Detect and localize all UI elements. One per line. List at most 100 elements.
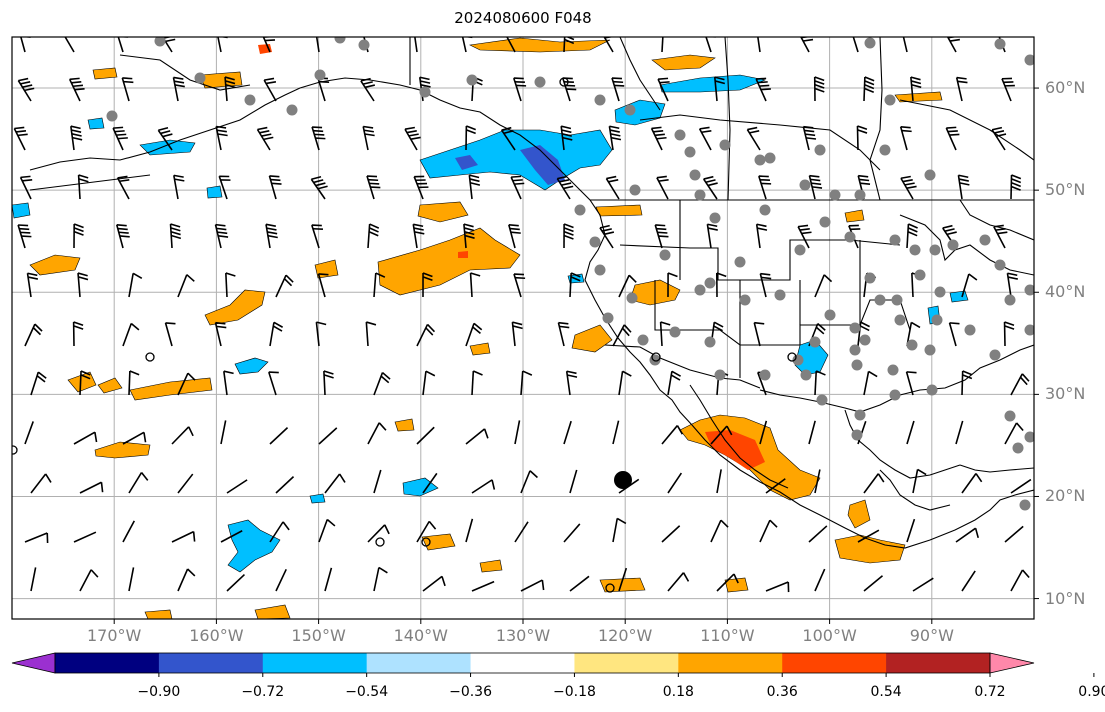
wind-barb — [710, 425, 733, 445]
wind-barb — [961, 570, 976, 592]
wind-barb — [797, 224, 812, 249]
wind-barb — [220, 530, 243, 543]
lat-label: 50°N — [1045, 180, 1086, 200]
wind-barb — [902, 37, 908, 53]
station-dot — [819, 216, 831, 228]
wind-barb — [563, 37, 575, 53]
wind-barb — [26, 272, 39, 298]
wind-barb — [30, 473, 52, 494]
wind-barb — [716, 469, 722, 494]
wind-barb — [72, 321, 84, 347]
wind-barb — [565, 370, 578, 396]
station-markers — [106, 37, 1034, 511]
wind-barb — [961, 370, 973, 396]
wind-barb — [373, 371, 391, 396]
wind-barb — [77, 174, 89, 200]
wind-barb — [310, 175, 328, 200]
wind-barb — [661, 37, 664, 53]
wind-barb — [122, 520, 136, 543]
wind-barb — [661, 525, 681, 543]
wind-barb — [654, 224, 669, 249]
station-dot — [1024, 431, 1034, 443]
wind-barb — [24, 323, 43, 347]
station-dot — [739, 294, 751, 306]
wind-barb — [808, 525, 828, 543]
wind-barb — [667, 572, 690, 592]
wind-barb — [713, 76, 726, 102]
lon-label: 160°W — [189, 626, 244, 645]
station-dot — [889, 234, 901, 246]
wind-barb — [465, 518, 474, 543]
station-dot — [1024, 324, 1034, 336]
lon-label: 90°W — [909, 626, 954, 645]
station-dot — [909, 244, 921, 256]
station-dot — [849, 344, 861, 356]
wind-barb — [955, 527, 979, 543]
colorbar-tick-label: 0.36 — [766, 684, 798, 700]
wind-barb — [177, 568, 196, 592]
station-dot — [906, 339, 918, 351]
wind-barb — [177, 274, 195, 298]
station-dot — [799, 179, 811, 191]
colorbar-segment — [470, 653, 575, 673]
station-dot — [694, 189, 706, 201]
station-dot — [947, 239, 959, 251]
wind-barb — [611, 77, 625, 102]
wind-barb — [759, 519, 778, 543]
colorbar-tick-label: 0.72 — [974, 684, 1006, 700]
station-dot — [854, 409, 866, 421]
wind-barb — [948, 322, 960, 347]
wind-barb — [612, 420, 620, 445]
wind-barb — [323, 370, 334, 396]
station-dot — [979, 234, 991, 246]
wind-barb — [608, 125, 622, 151]
colorbar-segments — [11, 652, 1095, 677]
wind-barb — [471, 479, 496, 494]
wind-barb — [471, 370, 483, 396]
wind-barb — [365, 321, 377, 347]
lat-label: 20°N — [1045, 486, 1086, 506]
station-dot — [669, 326, 681, 338]
station-dot — [844, 231, 856, 243]
wind-barb — [465, 125, 476, 151]
latitude-ticks — [1034, 87, 1039, 600]
station-dot — [924, 344, 936, 356]
colorbar-segment — [678, 653, 783, 673]
wind-barb — [912, 468, 927, 494]
wind-barb — [863, 76, 875, 102]
location-marker — [614, 471, 632, 489]
map-layers — [12, 37, 1034, 619]
wind-barb — [68, 77, 85, 102]
wind-barb — [759, 420, 768, 445]
wind-barb — [1010, 373, 1030, 396]
wind-barb — [112, 126, 128, 151]
lon-label: 120°W — [598, 626, 653, 645]
wind-barb — [650, 126, 667, 151]
map-title: 2024080600 F048 — [454, 9, 592, 27]
wind-barb — [814, 568, 826, 592]
wind-barb — [955, 76, 968, 102]
wind-barb — [569, 575, 590, 592]
wind-barb — [961, 473, 983, 494]
station-dot — [602, 312, 614, 324]
wind-barb — [500, 126, 516, 151]
wind-barb — [117, 37, 129, 53]
wind-barb — [802, 125, 817, 151]
wind-barb — [122, 322, 140, 347]
wind-barb — [215, 125, 228, 151]
wind-barb — [814, 274, 833, 298]
wind-barb — [463, 223, 475, 249]
wind-barbs — [13, 37, 1032, 593]
wind-barb — [900, 175, 917, 200]
wind-barb — [318, 427, 338, 445]
station-dot — [574, 204, 586, 216]
wind-barb — [510, 175, 525, 200]
wind-barb — [422, 370, 436, 396]
wind-barb — [513, 273, 526, 298]
station-dot — [674, 129, 686, 141]
station-dot — [894, 314, 906, 326]
station-dot — [534, 76, 546, 88]
wind-barb — [360, 77, 376, 102]
